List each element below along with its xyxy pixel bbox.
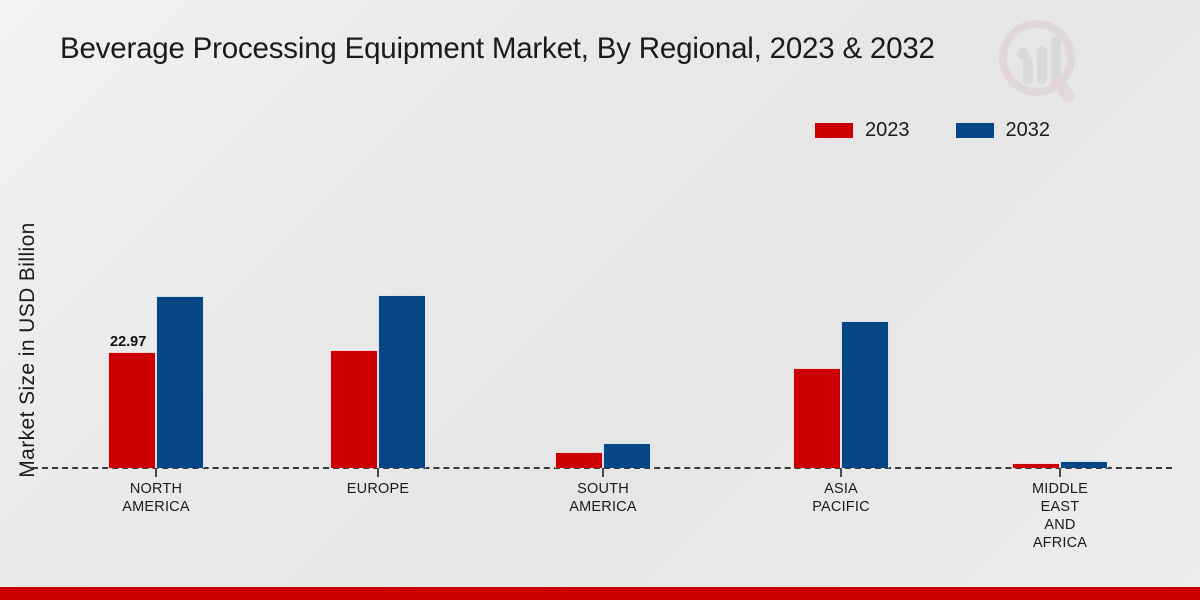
x-label-middle-east-and-africa: MIDDLE EAST AND AFRICA xyxy=(984,480,1136,552)
tick-mark xyxy=(1059,468,1061,477)
x-label-line: AFRICA xyxy=(1032,535,1088,551)
bar-group-europe xyxy=(330,168,426,468)
bar-europe-2023[interactable] xyxy=(330,350,378,468)
tick-mark xyxy=(155,468,157,477)
bar-group-north-america: 22.97 xyxy=(108,168,204,468)
tick-mark xyxy=(602,468,604,477)
x-label-line: NORTH xyxy=(129,481,183,497)
tick-mark xyxy=(377,468,379,477)
bar-group-middle-east-and-africa xyxy=(1012,168,1108,468)
bar-group-asia-pacific xyxy=(793,168,889,468)
value-label-north-america-2023: 22.97 xyxy=(110,334,147,350)
chart-legend: 2023 2032 xyxy=(815,119,1050,142)
legend-swatch-2032 xyxy=(955,123,994,138)
bar-asia-pacific-2032[interactable] xyxy=(841,321,889,468)
x-label-line: PACIFIC xyxy=(812,499,870,515)
bar-south-america-2023[interactable] xyxy=(555,452,603,468)
legend-item-2032[interactable]: 2032 xyxy=(955,119,1051,142)
bar-europe-2032[interactable] xyxy=(378,295,426,468)
x-label-north-america: NORTH AMERICA xyxy=(80,480,232,516)
bar-south-america-2032[interactable] xyxy=(603,443,651,468)
x-label-line: AND xyxy=(1044,517,1076,533)
tick-mark xyxy=(840,468,842,477)
x-label-line: SOUTH xyxy=(577,481,629,497)
legend-swatch-2023 xyxy=(815,123,853,138)
x-label-asia-pacific: ASIA PACIFIC xyxy=(765,480,917,516)
x-label-line: MIDDLE xyxy=(1032,481,1088,497)
x-label-line: ASIA xyxy=(824,481,858,497)
x-label-line: EUROPE xyxy=(346,481,410,497)
x-label-line: EAST xyxy=(1040,499,1080,515)
x-label-south-america: SOUTH AMERICA xyxy=(527,480,679,516)
legend-label-2032: 2032 xyxy=(1005,119,1051,141)
legend-item-2023[interactable]: 2023 xyxy=(815,119,910,142)
bar-north-america-2032[interactable] xyxy=(156,296,204,468)
bar-group-south-america xyxy=(555,168,651,468)
bar-middle-east-and-africa-2032[interactable] xyxy=(1060,461,1108,468)
bar-north-america-2023[interactable] xyxy=(108,352,156,468)
chart-title: Beverage Processing Equipment Market, By… xyxy=(60,32,935,65)
bar-asia-pacific-2023[interactable] xyxy=(793,368,841,468)
x-label-line: AMERICA xyxy=(122,499,190,515)
x-label-line: AMERICA xyxy=(569,499,637,515)
bar-middle-east-and-africa-2023[interactable] xyxy=(1012,463,1060,468)
x-label-europe: EUROPE xyxy=(302,480,454,498)
bottom-accent-stripe xyxy=(0,587,1200,600)
legend-label-2023: 2023 xyxy=(865,119,910,141)
